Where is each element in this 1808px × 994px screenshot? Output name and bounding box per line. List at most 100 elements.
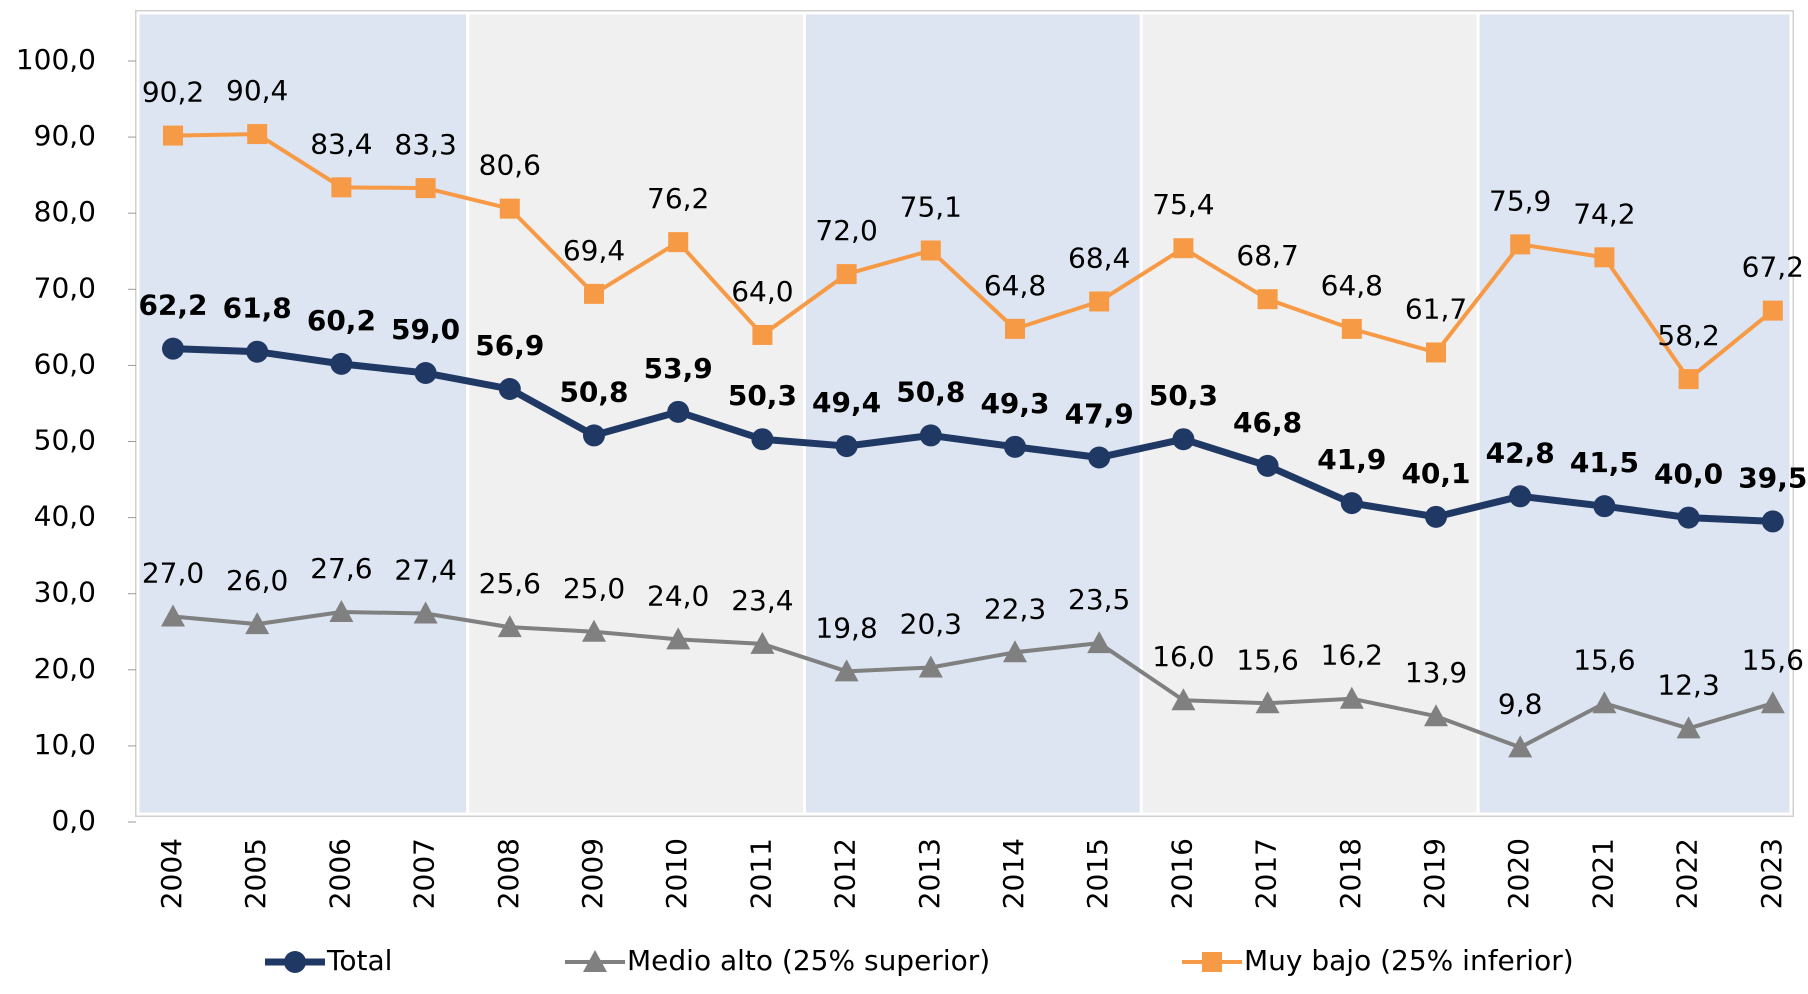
point (584, 283, 604, 304)
data-label: 16,0 (1152, 640, 1214, 673)
point (751, 428, 774, 451)
data-label: 50,8 (896, 375, 965, 408)
point (1173, 238, 1194, 259)
band (136, 11, 470, 816)
data-label: 27,0 (142, 557, 204, 590)
y-tick-label: 30,0 (34, 576, 96, 609)
point (1087, 631, 1112, 654)
x-tick-label: 2009 (576, 838, 609, 909)
point (1172, 428, 1195, 451)
data-label: 90,4 (226, 74, 288, 107)
data-label: 74,2 (1573, 197, 1635, 230)
data-label: 83,3 (394, 128, 456, 161)
data-label: 41,5 (1570, 446, 1639, 479)
point (667, 400, 690, 423)
point (414, 362, 437, 385)
data-label: 68,7 (1236, 239, 1298, 272)
data-label: 59,0 (391, 313, 460, 346)
data-label: 75,1 (900, 190, 962, 223)
data-label: 50,8 (559, 375, 628, 408)
point (247, 124, 268, 145)
data-label: 20,3 (900, 608, 962, 641)
data-label: 26,0 (226, 564, 288, 597)
y-tick-label: 100,0 (16, 43, 96, 76)
point (1425, 505, 1447, 528)
y-tick-label: 90,0 (34, 119, 96, 152)
series: 27,0 26,0 27,6 27,4 25,6 25,0 24,0 23,4 19,8 20,3… (142, 552, 1804, 758)
x-tick-label: 2004 (155, 838, 188, 909)
point (836, 264, 857, 285)
data-label: 39,5 (1738, 461, 1807, 494)
y-tick-label: 0,0 (51, 804, 96, 837)
data-label: 42,8 (1486, 436, 1555, 469)
point (1088, 446, 1111, 469)
data-label: 16,2 (1321, 639, 1383, 672)
point (1508, 735, 1533, 758)
data-label: 64,8 (984, 269, 1046, 302)
series: 90,2 90,4 83,4 83,3 80,6 69,4 76,2 64,0 72,0 75,1… (142, 74, 1804, 390)
legend-marker (583, 950, 607, 972)
data-label: 49,3 (980, 387, 1049, 420)
data-label: 72,0 (815, 214, 877, 247)
point (1257, 289, 1278, 310)
data-label: 25,6 (479, 567, 541, 600)
data-label: 9,8 (1498, 687, 1543, 720)
y-tick-label: 70,0 (34, 271, 96, 304)
data-label: 23,5 (1068, 583, 1130, 616)
point (162, 337, 184, 360)
data-label: 15,6 (1236, 643, 1298, 676)
data-label: 40,0 (1654, 458, 1723, 491)
point (1171, 688, 1196, 711)
legend-label: Total (326, 944, 392, 977)
point (1004, 435, 1026, 458)
data-label: 75,4 (1152, 188, 1214, 221)
point (330, 352, 353, 375)
point (920, 240, 941, 261)
point (1003, 640, 1027, 663)
data-label: 67,2 (1742, 251, 1804, 284)
data-label: 40,1 (1401, 457, 1470, 490)
data-label: 68,4 (1068, 241, 1130, 274)
data-label: 12,3 (1657, 668, 1719, 701)
x-tick-label: 2017 (1250, 838, 1283, 909)
x-tick-label: 2023 (1755, 838, 1788, 909)
series-line (172, 132, 1775, 382)
x-tick-label: 2018 (1334, 838, 1367, 909)
data-label: 24,0 (647, 579, 709, 612)
data-label: 47,9 (1065, 397, 1134, 430)
point (1592, 691, 1617, 714)
data-label: 61,8 (223, 292, 292, 325)
point (329, 599, 354, 622)
x-tick-label: 2005 (239, 838, 272, 909)
series-line (172, 609, 1774, 750)
point (1341, 318, 1362, 339)
band (466, 11, 806, 816)
legend-label: Muy bajo (25% inferior) (1244, 944, 1574, 977)
point (245, 612, 270, 635)
data-label: 25,0 (563, 572, 625, 605)
x-tick-label: 2007 (408, 838, 441, 909)
x-tick-label: 2014 (997, 838, 1030, 909)
point (750, 631, 775, 654)
band (1476, 11, 1793, 816)
x-tick-label: 2011 (744, 838, 777, 909)
point (582, 619, 606, 642)
data-label: 64,0 (731, 275, 793, 308)
x-tick-label: 2022 (1671, 838, 1704, 909)
point (498, 377, 521, 400)
x-tick-label: 2012 (829, 838, 862, 909)
point (919, 424, 942, 447)
y-tick-label: 40,0 (34, 500, 96, 533)
point (1593, 495, 1616, 518)
point (666, 627, 691, 650)
point (1089, 291, 1110, 312)
point (1255, 691, 1280, 714)
data-label: 90,2 (142, 76, 204, 109)
point (246, 340, 269, 363)
point (1005, 318, 1025, 339)
point (834, 659, 859, 682)
x-tick-label: 2013 (913, 838, 946, 909)
data-label: 62,2 (138, 289, 207, 322)
